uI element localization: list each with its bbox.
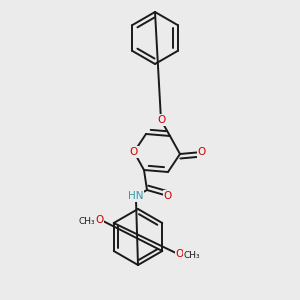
Text: CH₃: CH₃ <box>79 218 95 226</box>
Text: O: O <box>95 215 103 225</box>
Text: O: O <box>130 147 138 157</box>
Text: O: O <box>164 191 172 201</box>
Text: O: O <box>198 147 206 157</box>
Text: O: O <box>157 115 165 125</box>
Text: CH₃: CH₃ <box>184 251 200 260</box>
Text: O: O <box>176 249 184 259</box>
Text: HN: HN <box>128 191 144 201</box>
